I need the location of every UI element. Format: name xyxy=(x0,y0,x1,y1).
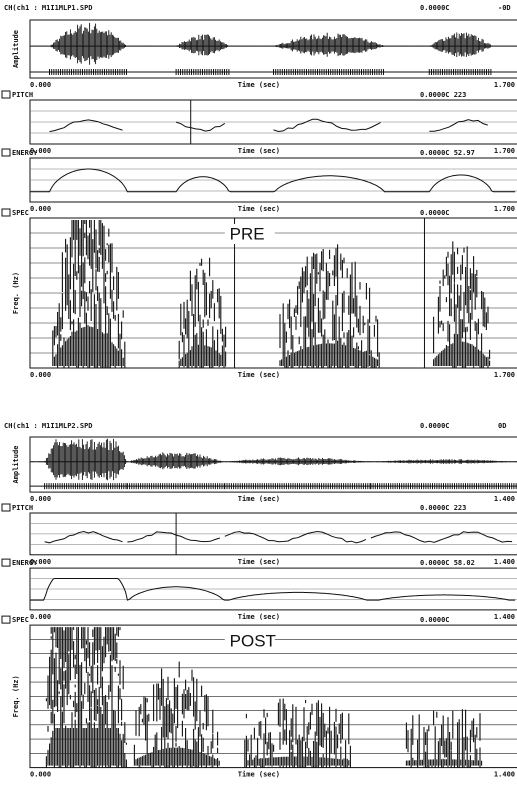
file-name: CH(ch1 : M1I1MLP2.SPD xyxy=(4,422,93,430)
track-readout: 0.0000C xyxy=(420,209,450,217)
x-start: 0.000 xyxy=(30,371,51,379)
x-axis-label: Time (sec) xyxy=(238,495,280,503)
x-axis-label: Time (sec) xyxy=(238,371,280,379)
x-axis-label: Time (sec) xyxy=(238,613,280,621)
time-readout: 0.0000C xyxy=(420,422,450,430)
x-start: 0.000 xyxy=(30,771,51,779)
track-readout: 0.0000C 52.97 xyxy=(420,149,475,157)
channel-tag xyxy=(2,149,10,156)
x-start: 0.000 xyxy=(30,205,51,213)
spectrogram: PRE xyxy=(30,218,517,368)
screenshot: CH(ch1 : M1I1MLP1.SPD 0.0000C -0D Amplitude… xyxy=(0,0,517,792)
x-end: 1.700 xyxy=(494,147,515,155)
track-title: PITCH xyxy=(12,91,33,99)
readout-right: 0D xyxy=(498,422,506,430)
x-end: 1.400 xyxy=(494,613,515,621)
analysis-panel: CH(ch1 : M1I1MLP1.SPD 0.0000C -0D Amplitude… xyxy=(2,4,517,379)
condition-label: PRE xyxy=(230,224,265,243)
y-axis-label: Amplitude xyxy=(12,446,20,484)
track-title: ENERGY xyxy=(12,559,38,567)
x-end: 1.400 xyxy=(494,495,515,503)
track-title: PITCH xyxy=(12,504,33,512)
y-axis-label: Amplitude xyxy=(12,30,20,68)
x-end: 1.400 xyxy=(494,771,515,779)
channel-tag xyxy=(2,91,10,98)
x-axis-label: Time (sec) xyxy=(238,205,280,213)
x-axis-label: Time (sec) xyxy=(238,147,280,155)
x-axis-label: Time (sec) xyxy=(238,558,280,566)
channel-tag xyxy=(2,559,10,566)
channel-tag xyxy=(2,616,10,623)
channel-tag xyxy=(2,209,10,216)
channel-tag xyxy=(2,504,10,511)
analysis-panel: CH(ch1 : M1I1MLP2.SPD 0.0000C 0D Amplitude 0… xyxy=(2,422,517,779)
energy-track: ENERGY 0.0000C 52.97 0.000 Time (sec) 1.700 xyxy=(2,149,517,213)
x-axis-label: Time (sec) xyxy=(238,771,280,779)
condition-label: POST xyxy=(230,632,276,651)
pitch-contour xyxy=(45,532,512,543)
waveform-track: Amplitude 0.000 Time (sec) 1.400 xyxy=(12,437,517,503)
waveform xyxy=(32,439,517,480)
x-end: 1.400 xyxy=(494,558,515,566)
track-readout: 0.0000C 223 xyxy=(420,91,466,99)
track-title: SPEC xyxy=(12,209,29,217)
track-title: ENERGY xyxy=(12,149,38,157)
x-start: 0.000 xyxy=(30,495,51,503)
track-readout: 0.0000C 223 xyxy=(420,504,466,512)
page: {"panels": [ {"label": "PRE", "file": "C… xyxy=(0,0,517,792)
x-end: 1.700 xyxy=(494,205,515,213)
x-start: 0.000 xyxy=(30,613,51,621)
track-readout: 0.0000C xyxy=(420,616,450,624)
x-end: 1.700 xyxy=(494,371,515,379)
pitch-contour xyxy=(50,119,488,131)
energy-curve xyxy=(30,579,515,601)
y-axis-label: Freq. (Hz) xyxy=(12,272,20,314)
waveform-track: Amplitude 0.000 Time (sec) 1.700 xyxy=(12,20,517,89)
energy-curve xyxy=(30,169,515,192)
time-readout: 0.0000C xyxy=(420,4,450,12)
readout-right: -0D xyxy=(498,4,511,12)
file-name: CH(ch1 : M1I1MLP1.SPD xyxy=(4,4,93,12)
x-axis-label: Time (sec) xyxy=(238,81,280,89)
energy-track: ENERGY 0.0000C 58.02 0.000 Time (sec) 1.400 xyxy=(2,559,517,621)
x-start: 0.000 xyxy=(30,81,51,89)
y-axis-label: Freq. (Hz) xyxy=(12,675,20,717)
track-readout: 0.0000C 58.02 xyxy=(420,559,475,567)
spectrogram: POST xyxy=(30,627,517,768)
spectrogram-track: SPEC 0.0000C Freq. (Hz) 0.000 Time (sec) 1.40… xyxy=(2,616,517,779)
spectrogram-track: SPEC 0.0000C Freq. (Hz) 0.000 Time (sec) 1.70… xyxy=(2,209,517,379)
waveform xyxy=(32,23,517,65)
track-title: SPEC xyxy=(12,616,29,624)
x-end: 1.700 xyxy=(494,81,515,89)
